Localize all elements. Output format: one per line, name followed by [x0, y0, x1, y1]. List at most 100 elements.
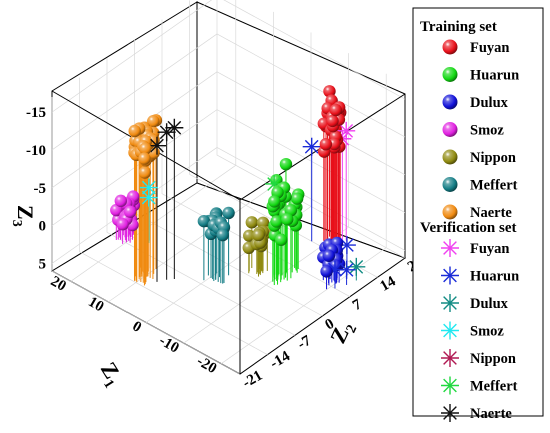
smoz-training-point: [114, 194, 127, 208]
smoz-training-point: [116, 218, 129, 231]
z2-tick-label: -7: [295, 332, 314, 352]
legend-label: Naerte: [470, 205, 512, 221]
legend-label: Fuyan: [470, 40, 510, 56]
z3-tick-label: -10: [26, 143, 46, 159]
legend-item-huarun-verification: Huarun: [441, 266, 519, 285]
meffert-training-point: [222, 206, 235, 220]
naerte-asterisk-stroke: [159, 125, 174, 140]
legend-item-fuyan-training: Fuyan: [442, 39, 510, 56]
huarun-asterisk-stroke: [304, 139, 319, 154]
nippon-training-point: [256, 216, 270, 230]
smoz-training-point: [110, 203, 123, 217]
data-points: [110, 85, 366, 279]
huarun-training-point: [274, 233, 288, 246]
z3-tick-label: 5: [39, 256, 47, 272]
naerte-training-point: [138, 152, 151, 165]
z1-tick-label: 20: [48, 273, 69, 294]
legend-item-huarun-training: Huarun: [442, 67, 519, 84]
legend-asterisk-stroke: [443, 351, 457, 365]
dulux-training-point: [322, 249, 336, 262]
z2-tick-label: 14: [378, 273, 399, 295]
legend-asterisk-stroke: [443, 378, 457, 393]
legend-label: Huarun: [470, 68, 519, 84]
fuyan-training-point: [319, 138, 333, 151]
z2-tick-label: 7: [350, 296, 365, 314]
huarun-training-point: [270, 215, 283, 228]
legend-sphere-marker: [442, 204, 458, 220]
legend-asterisk-stroke: [443, 241, 457, 255]
huarun-asterisk-stroke: [339, 262, 354, 277]
z3-tick-labels: -15 -10 -5 0 5: [26, 105, 46, 272]
huarun-training-point: [281, 213, 294, 226]
naerte-training-point: [139, 142, 152, 155]
legend-item-fuyan-verification: Fuyan: [441, 239, 510, 257]
legend-sphere-marker: [442, 122, 458, 137]
z3-tick-label: -15: [26, 105, 46, 121]
naerte-training-point: [138, 166, 152, 179]
meffert-training-point: [216, 228, 229, 242]
legend-label: Nippon: [470, 351, 516, 367]
legend-sphere-marker: [442, 149, 458, 165]
legend-label: Fuyan: [470, 241, 510, 257]
z1-tick-label: 0: [130, 318, 144, 336]
legend-label: Meffert: [470, 178, 518, 194]
nippon-training-point: [245, 216, 259, 229]
legend-label: Nippon: [470, 150, 516, 166]
legend-asterisk-stroke: [443, 296, 457, 310]
smoz-asterisk-stroke: [142, 180, 156, 195]
plot-box: [50, 0, 407, 375]
grid-line-z2: [106, 58, 296, 336]
legend-asterisk-stroke: [443, 406, 457, 420]
legend-item-smoz-verification: Smoz: [441, 321, 504, 340]
z3-axis-label: Z3: [9, 205, 38, 227]
huarun-training-point: [268, 195, 281, 208]
smoz-training-point: [123, 205, 137, 218]
legend-item-meffert-verification: Meffert: [441, 376, 518, 395]
legend-item-naerte-training: Naerte: [442, 204, 512, 221]
naerte-training-point: [147, 115, 160, 128]
naerte-verification-point: [148, 136, 167, 155]
huarun-training-point: [279, 157, 293, 171]
meffert-asterisk-stroke: [267, 177, 281, 191]
legend-asterisk-marker: [441, 349, 459, 367]
grid-line-z2: [189, 0, 378, 278]
grid-line-z2: [51, 97, 241, 375]
legend-sphere-marker: [442, 94, 458, 110]
huarun-training-point: [290, 192, 304, 205]
legend-item-smoz-training: Smoz: [442, 122, 504, 139]
fuyan-training-point: [326, 114, 339, 128]
legend-label: Meffert: [470, 379, 518, 395]
legend-label: Smoz: [470, 324, 504, 340]
legend-asterisk-marker: [441, 404, 459, 422]
legend-asterisk-marker: [441, 266, 459, 285]
legend-sphere-marker: [442, 177, 458, 192]
fuyan-training-point: [329, 103, 343, 117]
legend-item-dulux-verification: Dulux: [441, 294, 509, 312]
dulux-asterisk-stroke: [349, 259, 364, 274]
legend-item-dulux-training: Dulux: [442, 94, 509, 111]
legend: Training set Verification set Fuyan Huaru…: [412, 7, 544, 422]
legend-label: Dulux: [470, 95, 509, 111]
legend-asterisk-marker: [441, 294, 459, 312]
grid-line-z2: [79, 77, 268, 355]
naerte-asterisk-stroke: [150, 138, 164, 153]
legend-items: Fuyan Huarun Dulux Smoz Nippon Meffert Naerte F…: [441, 39, 519, 422]
dulux-training-point: [320, 265, 333, 278]
z1-axis-label: Z1: [92, 357, 128, 391]
legend-asterisk-stroke: [443, 268, 457, 283]
legend-asterisk-marker: [441, 321, 459, 340]
legend-label: Naerte: [470, 406, 512, 422]
z1-tick-label: 10: [85, 294, 106, 315]
naerte-training-point: [128, 124, 141, 138]
legend-asterisk-marker: [441, 239, 459, 257]
legend-sphere-marker: [442, 67, 458, 82]
legend-sphere-marker: [442, 39, 458, 55]
z3-tick-label: 0: [39, 219, 47, 235]
legend-item-meffert-training: Meffert: [442, 177, 518, 194]
z3-axis-label-sub: 3: [9, 220, 24, 227]
legend-label: Dulux: [470, 296, 509, 312]
legend-label: Smoz: [470, 123, 504, 139]
meffert-training-point: [197, 214, 211, 228]
legend-asterisk-marker: [441, 376, 459, 395]
